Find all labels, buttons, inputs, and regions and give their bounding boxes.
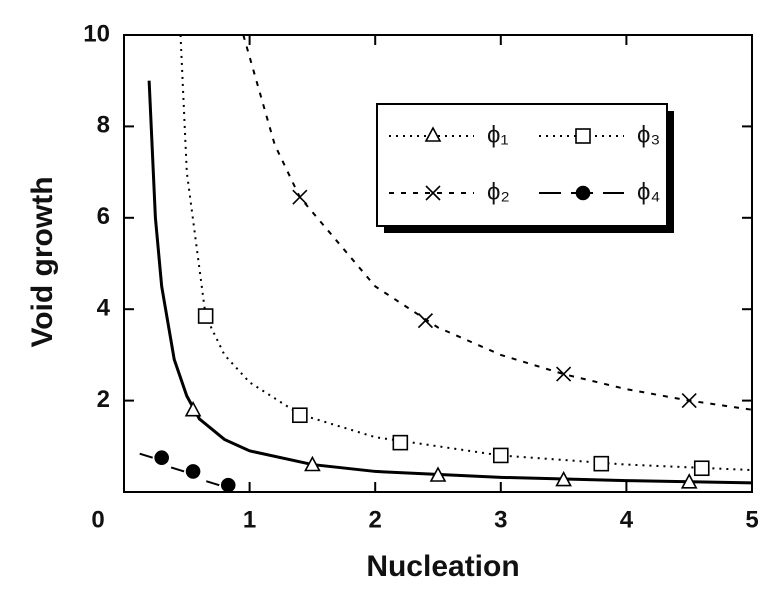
x-axis-label: Nucleation — [366, 550, 519, 583]
marker-square — [197, 308, 214, 324]
marker-triangle — [184, 400, 202, 417]
legend-label: ϕ₂ — [487, 178, 510, 205]
fit-curve — [242, 34, 753, 411]
y-tick-label: 10 — [83, 20, 110, 47]
marker-triangle — [680, 473, 698, 489]
x-tick-label: 4 — [620, 506, 634, 533]
x-tick-label: 2 — [369, 506, 382, 533]
marker-circle — [220, 477, 236, 493]
y-axis-label: Void growth — [26, 176, 59, 347]
marker-x — [417, 313, 434, 329]
marker-x — [425, 185, 441, 201]
y-tick-label: 2 — [97, 386, 110, 413]
x-tick-label: 5 — [745, 506, 758, 533]
legend-box — [376, 103, 668, 227]
x-tick-label: 1 — [243, 506, 256, 533]
x-tick-label: 3 — [494, 506, 507, 533]
dash-segment — [139, 452, 153, 459]
y-tick-label: 6 — [97, 203, 110, 230]
legend-label: ϕ₃ — [637, 121, 660, 148]
marker-square — [292, 407, 308, 424]
marker-square — [593, 455, 610, 472]
marker-x — [681, 393, 697, 409]
legend-label: ϕ₁ — [487, 121, 509, 148]
y-tick-label: 4 — [97, 295, 111, 322]
marker-circle — [185, 464, 201, 479]
legend-label: ϕ₄ — [637, 178, 660, 205]
marker-triangle — [555, 470, 572, 487]
marker-x — [292, 189, 308, 205]
x-tick-label: 0 — [91, 506, 104, 533]
plot-frame — [123, 34, 753, 493]
marker-square — [693, 460, 710, 477]
dash-segment — [205, 480, 220, 487]
marker-square — [392, 434, 409, 451]
marker-triangle — [304, 455, 321, 472]
y-tick-label: 8 — [97, 112, 110, 139]
marker-circle — [154, 450, 169, 466]
marker-triangle — [429, 466, 447, 482]
marker-triangle — [424, 126, 442, 142]
fit-curve — [179, 34, 753, 472]
dash-segment — [170, 466, 185, 473]
marker-circle — [575, 185, 591, 201]
fit-curve — [147, 80, 753, 485]
marker-square — [575, 128, 591, 144]
marker-x — [556, 366, 572, 382]
marker-square — [492, 447, 509, 464]
